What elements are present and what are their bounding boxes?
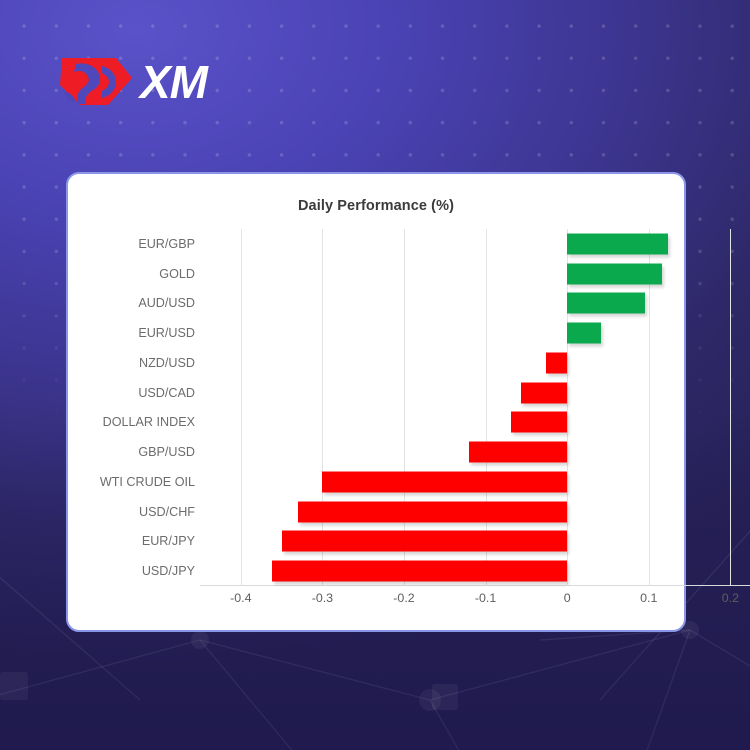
category-label: AUD/USD (138, 296, 195, 311)
bar-wti-crude-oil[interactable] (322, 471, 568, 493)
bar-usd-chf[interactable] (297, 501, 568, 523)
chart-container: Daily Performance (%) EUR/GBP GOLD AUD/USD… (77, 182, 750, 621)
x-gridline (730, 229, 732, 586)
chart-card: Daily Performance (%) EUR/GBP GOLD AUD/USD… (66, 172, 750, 632)
category-label: GOLD (159, 266, 195, 281)
bar-eur-usd[interactable] (567, 322, 601, 344)
x-gridline (485, 229, 487, 586)
chart-title: Daily Performance (%) (297, 198, 454, 214)
x-axis-tick-label: 0.2 (721, 591, 739, 605)
x-gridline (240, 229, 242, 586)
xm-bull-logo-icon (60, 58, 132, 105)
category-label: WTI CRUDE OIL (99, 474, 195, 489)
category-label: EUR/JPY (141, 534, 195, 549)
category-label: USD/JPY (141, 564, 195, 579)
category-label: GBP/USD (138, 445, 195, 460)
xm-logo[interactable]: XM (58, 52, 258, 114)
bar-eur-gbp[interactable] (567, 233, 669, 255)
category-label: EUR/GBP (138, 236, 195, 251)
bar-aud-usd[interactable] (567, 292, 645, 314)
category-label: USD/CHF (139, 504, 195, 519)
category-label: DOLLAR INDEX (102, 415, 195, 430)
x-gridline (567, 229, 569, 586)
x-axis-tick-label: 0.1 (640, 591, 658, 605)
xm-wordmark: XM (140, 56, 208, 108)
bar-gbp-usd[interactable] (469, 441, 568, 463)
bar-gold[interactable] (567, 263, 662, 285)
bar-usd-cad[interactable] (520, 382, 568, 404)
category-axis-labels: EUR/GBP GOLD AUD/USD EUR/USD NZD/USD USD/CAD D… (77, 229, 195, 586)
x-axis-line (200, 585, 750, 586)
bar-eur-jpy[interactable] (282, 530, 568, 552)
x-axis-tick-label: -0.3 (311, 591, 334, 605)
category-label: NZD/USD (139, 355, 195, 370)
category-label: USD/CAD (138, 385, 195, 400)
x-axis-tick-label: 0 (563, 591, 571, 605)
x-gridline (648, 229, 650, 586)
x-gridline (403, 229, 405, 586)
x-axis-tick-label: -0.2 (393, 591, 415, 605)
plot-area: -0.4 -0.3 -0.2 -0.1 0 0.1 0.2 (200, 229, 750, 605)
bar-dollar-index[interactable] (510, 411, 568, 433)
bar-usd-jpy[interactable] (271, 560, 568, 582)
bar-nzd-usd[interactable] (545, 352, 568, 374)
category-label: EUR/USD (138, 326, 195, 341)
x-gridline (322, 229, 324, 586)
x-axis-tick-label: -0.1 (474, 591, 497, 605)
x-axis-tick-label: -0.4 (230, 591, 252, 605)
